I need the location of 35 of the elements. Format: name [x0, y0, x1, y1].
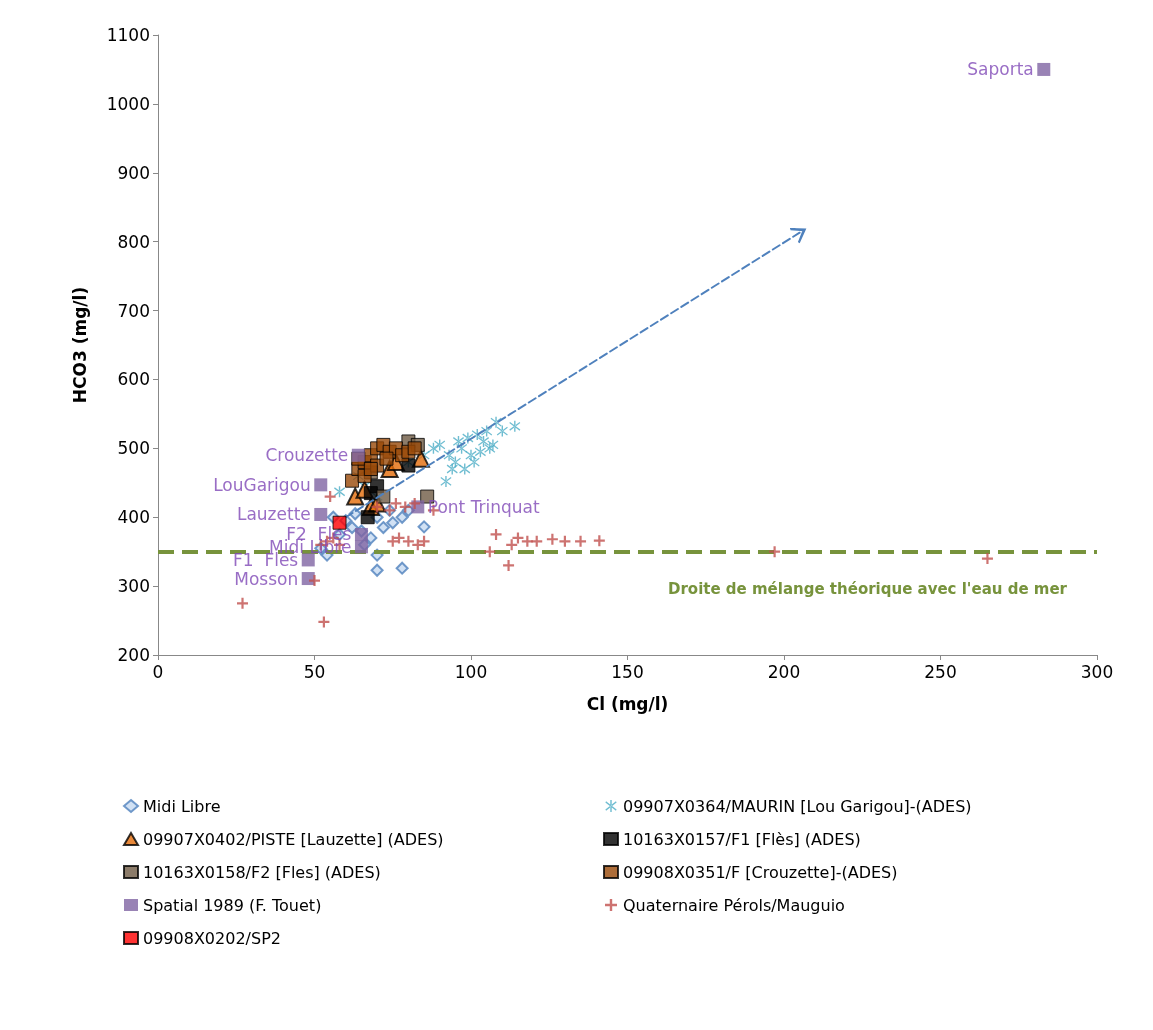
- y-tick-label: 200: [117, 645, 150, 665]
- y-tick-label: 700: [117, 300, 150, 321]
- x-tick-label: 250: [924, 661, 957, 682]
- x-tick-label: 0: [152, 661, 164, 682]
- y-tick-label: 300: [117, 576, 150, 597]
- annotation: LouGarigou: [213, 474, 311, 495]
- y-tick-label: 1000: [106, 93, 150, 114]
- y-tick-label: 900: [117, 162, 150, 183]
- legend-label: 09907X0364/MAURIN [Lou Garigou]-(ADES): [623, 796, 972, 816]
- annotation: Mosson: [234, 568, 299, 589]
- annotation: Saporta: [967, 59, 1034, 80]
- y-axis-title: HCO3 (mg/l): [69, 286, 90, 404]
- annotation: Lauzette: [236, 504, 311, 525]
- y-tick-label: 500: [117, 438, 150, 459]
- legend-label: 09907X0402/PISTE [Lauzette] (ADES): [143, 829, 444, 849]
- x-tick-label: 100: [454, 661, 488, 682]
- x-tick-label: 200: [767, 661, 801, 682]
- annotation: Pont Trinquat: [427, 496, 541, 517]
- legend-label: Quaternaire Pérols/Mauguio: [623, 895, 845, 915]
- legend-label: 10163X0158/F2 [Fles] (ADES): [143, 862, 381, 882]
- y-tick-label: 600: [117, 369, 150, 390]
- x-axis-title: Cl (mg/l): [586, 693, 669, 714]
- legend-label: 09908X0351/F [Crouzette]-(ADES): [623, 862, 898, 882]
- x-tick-label: 150: [611, 661, 644, 682]
- legend-label: Midi Libre: [143, 796, 221, 816]
- ref-line-label: Droite de mélange théorique avec l'eau de mer: [667, 580, 1068, 599]
- legend-label: 10163X0157/F1 [Flès] (ADES): [623, 829, 861, 849]
- annotation: Crouzette: [265, 445, 349, 466]
- y-tick-label: 800: [117, 231, 150, 252]
- legend-label: 09908X0202/SP2: [143, 928, 281, 948]
- y-tick-label: 400: [117, 507, 150, 528]
- legend-label: Spatial 1989 (F. Touet): [143, 895, 322, 915]
- x-tick-label: 50: [303, 661, 326, 682]
- x-tick-label: 300: [1080, 661, 1114, 682]
- y-tick-label: 1100: [106, 25, 150, 45]
